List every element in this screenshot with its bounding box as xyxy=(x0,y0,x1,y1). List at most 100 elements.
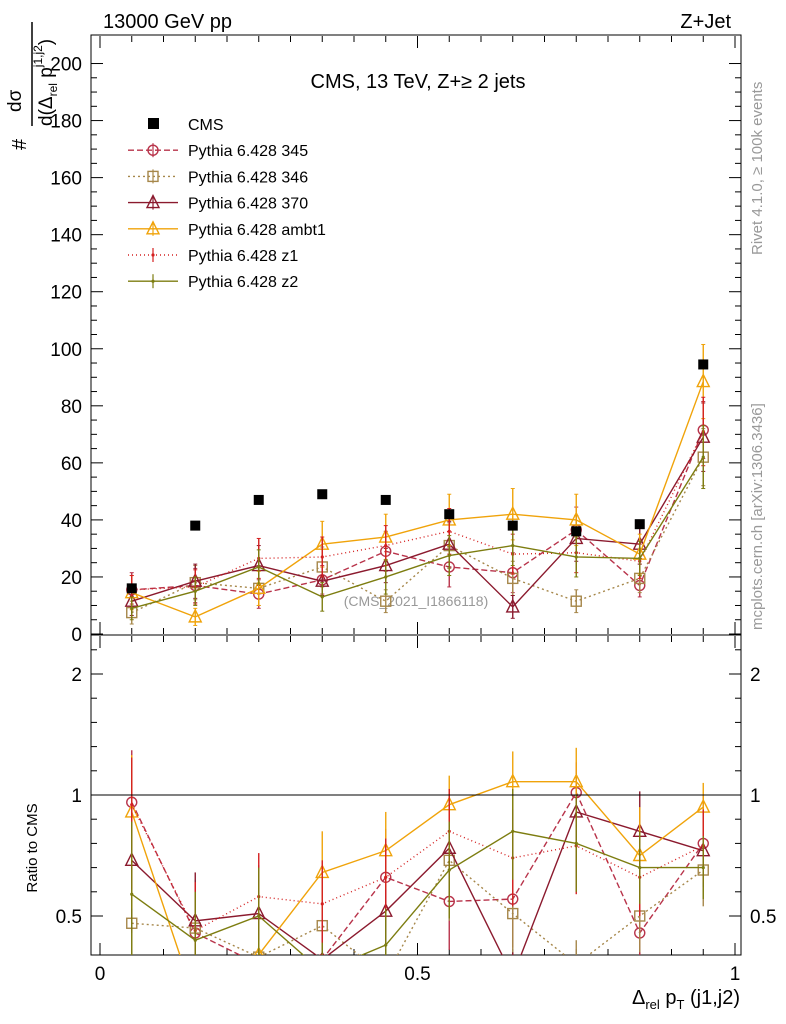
y-title-hash: # xyxy=(9,138,31,150)
legend-entry: Pythia 6.428 ambt1 xyxy=(128,220,326,239)
series-pythia-6-428-370 xyxy=(124,402,711,619)
legend-label: Pythia 6.428 346 xyxy=(188,169,308,186)
top-series xyxy=(124,343,711,626)
ratio-tick-label: 0.5 xyxy=(56,907,82,928)
x-title-mid: p xyxy=(660,987,677,1009)
y-title-den-end: ) xyxy=(36,39,57,45)
x-ticks: 0 0.5 1 xyxy=(95,36,741,985)
ratio-point xyxy=(130,892,134,896)
y-tick-label: 120 xyxy=(50,283,82,304)
legend-entry: CMS xyxy=(148,117,224,134)
y-title-num: dσ xyxy=(5,89,26,112)
ratio-point xyxy=(507,907,519,920)
legend-label: Pythia 6.428 ambt1 xyxy=(188,222,326,239)
legend-marker xyxy=(147,144,159,156)
series-point xyxy=(320,555,324,559)
series-point xyxy=(511,543,515,548)
legend-label: CMS xyxy=(188,117,224,134)
ratio-line xyxy=(131,811,704,955)
x-axis-title: Δrel pT (j1,j2) xyxy=(632,987,740,1012)
plot-title: CMS, 13 TeV, Z+≥ 2 jets xyxy=(311,71,526,93)
series-point xyxy=(574,555,578,559)
ratio-point xyxy=(701,866,705,870)
series-pythia-6-428-ambt1 xyxy=(124,343,711,626)
y-tick-label: 80 xyxy=(61,397,82,418)
cms-point xyxy=(444,509,455,520)
legend-entry: Pythia 6.428 346 xyxy=(128,169,308,186)
cms-point xyxy=(317,489,328,500)
y-tick-label: 0 xyxy=(71,625,82,646)
series-point xyxy=(570,595,582,607)
ratio-point xyxy=(505,773,520,788)
legend: CMS Pythia 6.428 345 Pythia 6.428 346 Pythi… xyxy=(128,117,326,291)
series-point xyxy=(696,372,711,388)
series-point xyxy=(447,529,451,533)
x-tick-label: 0.5 xyxy=(404,964,430,985)
ratio-point xyxy=(384,943,388,947)
ratio-point xyxy=(574,841,578,846)
cms-point xyxy=(253,494,264,505)
legend-marker xyxy=(145,194,161,209)
ratio-line xyxy=(131,830,704,955)
side-label-rivet: Rivet 4.1.0, ≥ 100k events xyxy=(749,82,766,255)
y-tick-label: 20 xyxy=(61,568,82,589)
legend-label: Pythia 6.428 z2 xyxy=(188,274,298,291)
ratio-tick-label-right: 2 xyxy=(750,665,761,686)
ratio-point xyxy=(571,959,581,969)
ratio-point xyxy=(318,953,326,955)
y-title-den-sub: rel xyxy=(46,83,60,96)
ratio-point xyxy=(511,829,515,833)
series-point xyxy=(320,595,324,599)
ratio-point xyxy=(384,875,388,879)
svg-text:dσ: dσ xyxy=(5,89,26,112)
x-title-sub2: T xyxy=(676,997,684,1012)
ratio-line xyxy=(131,859,704,955)
cms-point xyxy=(190,520,201,531)
ratio-axis-title: Ratio to CMS xyxy=(24,803,41,892)
side-label-mcplots: mcplots.cern.ch [arXiv:1306.3436] xyxy=(749,403,766,630)
legend-entry: Pythia 6.428 345 xyxy=(128,143,308,160)
cms-point xyxy=(126,583,137,594)
ratio-ticks: 0.5 0.5 1 1 2 2 xyxy=(56,649,776,928)
top-ticks: 0 20 40 60 80 100 120 140 160 180 200 xyxy=(50,55,741,646)
legend-label: Pythia 6.428 370 xyxy=(188,196,308,213)
ratio-point xyxy=(321,970,324,973)
ratio-point xyxy=(254,946,264,955)
series-point xyxy=(130,606,134,610)
ratio-tick-label: 2 xyxy=(71,665,82,686)
series-point xyxy=(193,589,197,593)
ratio-tick-label: 1 xyxy=(71,786,82,807)
x-title-end: (j1,j2) xyxy=(684,987,740,1009)
y-axis-title: # dσ d(Δrel pj1,j2) xyxy=(5,22,60,150)
series-point xyxy=(257,565,261,569)
series-line xyxy=(131,429,704,595)
ratio-point xyxy=(507,970,519,982)
series-point xyxy=(384,575,388,579)
series-line xyxy=(131,456,704,610)
legend-entry: Pythia 6.428 z2 xyxy=(128,274,298,291)
ratio-line xyxy=(131,791,704,955)
ratio-line xyxy=(131,804,704,932)
series-point xyxy=(505,505,520,520)
x-title-main: Δ xyxy=(632,987,645,1009)
x-title-sub: rel xyxy=(645,997,660,1012)
ratio-point xyxy=(320,902,324,906)
y-tick-label: 100 xyxy=(50,340,82,361)
cms-point xyxy=(698,359,709,370)
legend-marker xyxy=(145,220,161,235)
ratio-point xyxy=(569,773,584,788)
ratio-point xyxy=(447,868,451,872)
series-point xyxy=(251,579,266,595)
watermark: (CMS_2021_I1866118) xyxy=(344,593,489,609)
series-point xyxy=(188,608,203,623)
header-left: 13000 GeV pp xyxy=(103,11,232,33)
legend-marker xyxy=(147,170,159,183)
y-tick-label: 180 xyxy=(50,112,82,133)
ratio-tick-label-right: 0.5 xyxy=(750,907,776,928)
ratio-point xyxy=(257,914,261,918)
ratio-pythia-6-428-z2 xyxy=(130,788,705,973)
ratio-point xyxy=(193,938,197,942)
x-tick-label: 1 xyxy=(730,964,741,985)
y-title-den: d(Δ xyxy=(36,96,57,126)
series-point xyxy=(569,511,584,526)
